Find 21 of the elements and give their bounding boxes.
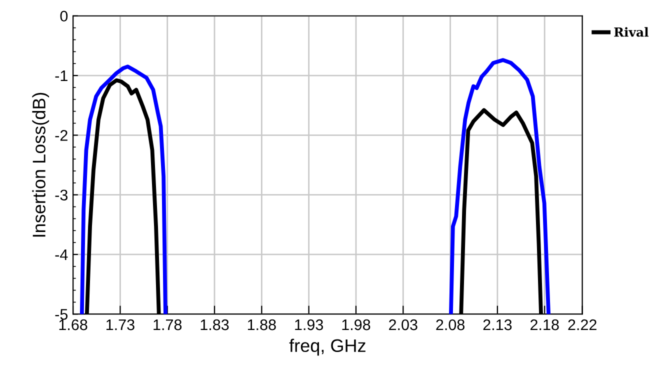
x-tick-label: 2.18 [530, 319, 559, 330]
x-tick-label: 1.88 [248, 319, 276, 330]
y-tick-label: 0 [60, 10, 68, 22]
x-tick-label: 1.78 [154, 319, 182, 330]
legend-label: Rival [614, 27, 649, 37]
x-tick-label: 1.83 [200, 319, 229, 330]
x-axis-title: freq, GHz [289, 338, 366, 356]
x-tick-label: 1.68 [59, 319, 88, 330]
x-tick-label: 1.93 [295, 319, 324, 330]
y-tick-label: -5 [55, 309, 68, 320]
y-tick-label: -1 [55, 70, 68, 82]
x-tick-label: 2.03 [389, 319, 418, 330]
x-tick-label: 1.98 [342, 319, 370, 330]
y-tick-label: -4 [55, 249, 68, 260]
x-tick-label: 2.13 [483, 319, 512, 330]
x-tick-label: 1.73 [106, 319, 134, 330]
x-tick-label: 2.22 [568, 319, 596, 330]
y-tick-label: -2 [55, 130, 68, 141]
y-tick-label: -3 [55, 190, 68, 201]
x-tick-label: 2.08 [436, 319, 464, 330]
y-axis-title: Insertion Loss(dB) [32, 92, 50, 237]
